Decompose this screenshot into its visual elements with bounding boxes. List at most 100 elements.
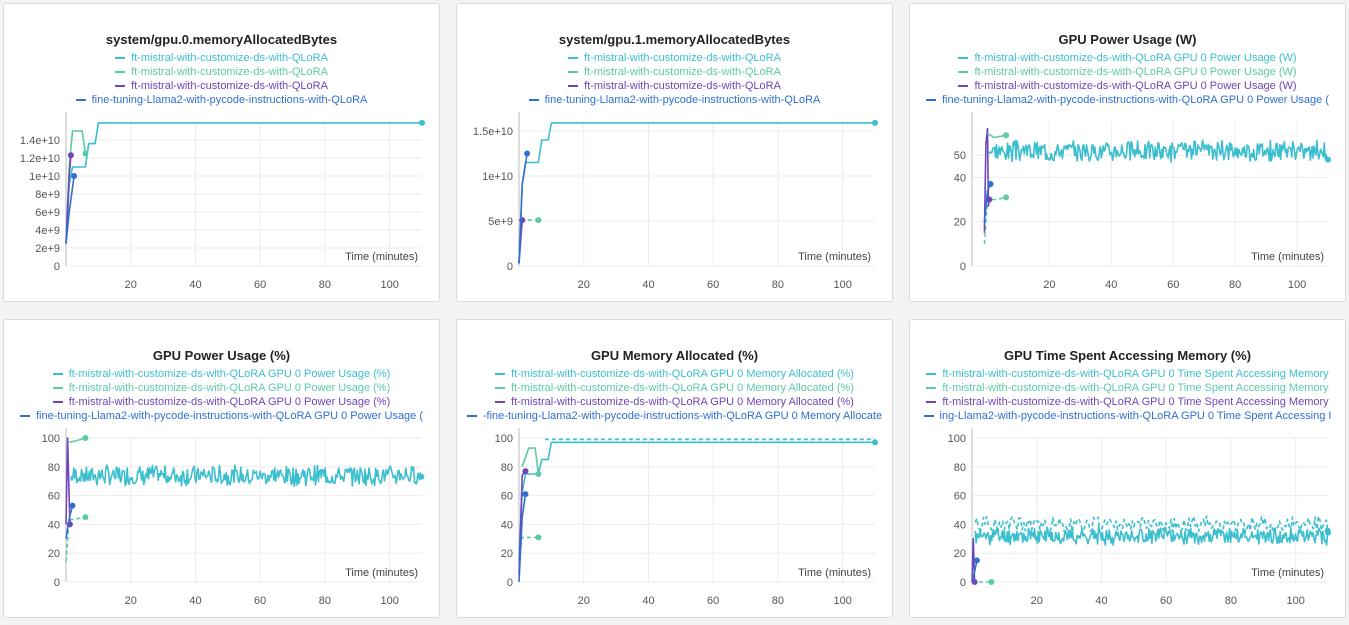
y-tick-label: 20	[954, 548, 966, 560]
series-end-point	[82, 435, 89, 441]
x-tick-label: 100	[1288, 279, 1306, 291]
legend-item[interactable]: ft-mistral-with-customize-ds-with-QLoRA …	[457, 395, 892, 409]
legend-item[interactable]: ft-mistral-with-customize-ds-with-QLoRA …	[910, 381, 1345, 395]
y-tick-label: 80	[954, 462, 966, 474]
legend-item[interactable]: ft-mistral-with-customize-ds-with-QLoRA …	[4, 381, 439, 395]
chart-plot[interactable]: 0 2e+9 4e+9 6e+9 8e+9 1e+10 1.2e+10 1.4e+10 20 40…	[4, 4, 440, 302]
chart-title: system/gpu.1.memoryAllocatedBytes	[558, 32, 791, 47]
legend-label: ft-mistral-with-customize-ds-with-QLoRA …	[511, 396, 854, 409]
legend-label: fine-tuning-Llama2-with-pycode-instructi…	[544, 94, 821, 107]
y-tick-label: 80	[48, 462, 60, 474]
x-tick-label: 40	[642, 279, 654, 291]
y-tick-label: 50	[954, 150, 966, 162]
y-tick-label: 8e+9	[35, 189, 60, 201]
x-tick-label: 40	[1105, 279, 1117, 291]
chart-legend: ft-mistral-with-customize-ds-with-QLoRA …	[4, 51, 439, 107]
legend-item[interactable]: ft-mistral-with-customize-ds-with-QLoRA	[4, 51, 439, 65]
legend-item[interactable]: ft-mistral-with-customize-ds-with-QLoRA …	[910, 367, 1345, 381]
legend-item[interactable]: ft-mistral-with-customize-ds-with-QLoRA	[457, 79, 892, 93]
series-end-point	[986, 196, 993, 203]
series-end-point	[535, 471, 542, 477]
chart-legend: ft-mistral-with-customize-ds-with-QLoRA …	[457, 367, 892, 423]
series-line	[65, 155, 72, 244]
chart-title: GPU Power Usage (%)	[152, 348, 291, 363]
legend-label: ft-mistral-with-customize-ds-with-QLoRA …	[974, 80, 1297, 93]
chart-plot[interactable]: 0 20 40 60 80 100 20 40 60 80 100 Time (minutes)	[457, 320, 893, 618]
chart-panel-gpu-time-mem[interactable]: GPU Time Spent Accessing Memory (%) ft-m…	[909, 319, 1346, 618]
legend-label: ft-mistral-with-customize-ds-with-QLoRA	[131, 80, 328, 93]
chart-panel-gpu-power-w[interactable]: GPU Power Usage (W) ft-mistral-with-cust…	[909, 3, 1346, 302]
series-end-point	[419, 119, 425, 126]
chart-plot[interactable]: 0 20 40 60 80 100 20 40 60 80 100 Time (minutes)	[910, 320, 1346, 618]
legend-swatch-icon	[52, 373, 63, 376]
chart-title: GPU Power Usage (W)	[1058, 32, 1197, 47]
x-tick-label: 80	[1225, 595, 1237, 607]
x-tick-label: 20	[1031, 595, 1043, 607]
series-line	[65, 122, 422, 244]
y-tick-label: 100	[495, 433, 513, 445]
legend-item[interactable]: fine-tuning-Llama2-with-pycode-instructi…	[4, 409, 439, 423]
legend-swatch-icon	[115, 57, 126, 60]
y-tick-label: 40	[48, 519, 60, 531]
y-tick-label: 100	[948, 433, 966, 445]
series-end-point	[82, 150, 89, 157]
chart-panel-gpu-power-pct[interactable]: GPU Power Usage (%) ft-mistral-with-cust…	[3, 319, 440, 618]
legend-item[interactable]: ft-mistral-with-customize-ds-with-QLoRA	[457, 65, 892, 79]
series-end-point	[973, 557, 980, 564]
series-end-point	[1325, 529, 1331, 536]
legend-item[interactable]: ft-mistral-with-customize-ds-with-QLoRA …	[4, 367, 439, 381]
series-end-point	[872, 439, 878, 446]
series-line	[974, 515, 1329, 535]
legend-item[interactable]: ft-mistral-with-customize-ds-with-QLoRA …	[910, 65, 1345, 79]
legend-item[interactable]: -fine-tuning-Llama2-with-pycode-instruct…	[457, 409, 892, 423]
legend-item[interactable]: ing-Llama2-with-pycode-instructions-with…	[910, 409, 1345, 423]
y-tick-label: 40	[954, 172, 966, 184]
legend-item[interactable]: ft-mistral-with-customize-ds-with-QLoRA …	[910, 51, 1345, 65]
series-line	[65, 516, 86, 562]
legend-label: ft-mistral-with-customize-ds-with-QLoRA …	[974, 52, 1297, 65]
legend-label: fine-tuning-Llama2-with-pycode-instructi…	[942, 94, 1329, 107]
chart-panel-gpu1-mem-bytes[interactable]: system/gpu.1.memoryAllocatedBytes ft-mis…	[456, 3, 893, 302]
series-line	[518, 536, 539, 561]
legend-label: ft-mistral-with-customize-ds-with-QLoRA	[584, 66, 781, 79]
chart-plot[interactable]: 0 20 40 60 80 100 20 40 60 80 100 Time (minutes)	[4, 320, 440, 618]
x-tick-label: 100	[1286, 595, 1304, 607]
legend-label: ft-mistral-with-customize-ds-with-QLoRA …	[511, 382, 854, 395]
y-tick-label: 4e+9	[35, 225, 60, 237]
series-end-point	[1003, 132, 1010, 139]
series-end-point	[82, 514, 89, 521]
legend-swatch-icon	[52, 387, 63, 390]
chart-plot[interactable]: 0 5e+9 1e+10 1.5e+10 20 40 60 80 100 Time (minute…	[457, 4, 893, 302]
legend-item[interactable]: ft-mistral-with-customize-ds-with-QLoRA	[457, 51, 892, 65]
legend-item[interactable]: ft-mistral-with-customize-ds-with-QLoRA …	[910, 79, 1345, 93]
chart-panel-gpu0-mem-bytes[interactable]: system/gpu.0.memoryAllocatedBytes ft-mis…	[3, 3, 440, 302]
legend-item[interactable]: ft-mistral-with-customize-ds-with-QLoRA	[4, 79, 439, 93]
legend-swatch-icon	[926, 387, 937, 390]
legend-label: ft-mistral-with-customize-ds-with-QLoRA	[584, 80, 781, 93]
legend-item[interactable]: fine-tuning-Llama2-with-pycode-instructi…	[910, 93, 1345, 107]
chart-plot[interactable]: 0 20 40 50 20 40 60 80 100 Time (minutes)	[910, 4, 1346, 302]
series-end-point	[69, 502, 76, 509]
y-tick-label: 0	[960, 261, 966, 273]
x-axis-label: Time (minutes)	[345, 251, 418, 263]
y-tick-label: 60	[954, 491, 966, 503]
y-tick-label: 1e+10	[482, 171, 513, 183]
legend-swatch-icon	[495, 373, 506, 376]
y-tick-label: 0	[54, 577, 60, 589]
series-end-point	[522, 491, 529, 498]
legend-item[interactable]: ft-mistral-with-customize-ds-with-QLoRA …	[910, 395, 1345, 409]
y-tick-label: 0	[54, 261, 60, 273]
x-tick-label: 60	[707, 595, 719, 607]
legend-item[interactable]: fine-tuning-Llama2-with-pycode-instructi…	[457, 93, 892, 107]
series-line	[987, 132, 1007, 139]
legend-item[interactable]: ft-mistral-with-customize-ds-with-QLoRA …	[4, 395, 439, 409]
chart-panel-gpu-mem-pct[interactable]: GPU Memory Allocated (%) ft-mistral-with…	[456, 319, 893, 618]
legend-swatch-icon	[568, 85, 579, 88]
legend-item[interactable]: ft-mistral-with-customize-ds-with-QLoRA …	[457, 367, 892, 381]
legend-item[interactable]: fine-tuning-Llama2-with-pycode-instructi…	[4, 93, 439, 107]
x-axis-label: Time (minutes)	[798, 251, 871, 263]
legend-item[interactable]: ft-mistral-with-customize-ds-with-QLoRA …	[457, 381, 892, 395]
chart-legend: ft-mistral-with-customize-ds-with-QLoRA …	[4, 367, 439, 423]
legend-item[interactable]: ft-mistral-with-customize-ds-with-QLoRA	[4, 65, 439, 79]
legend-label: ft-mistral-with-customize-ds-with-QLoRA …	[68, 382, 391, 395]
